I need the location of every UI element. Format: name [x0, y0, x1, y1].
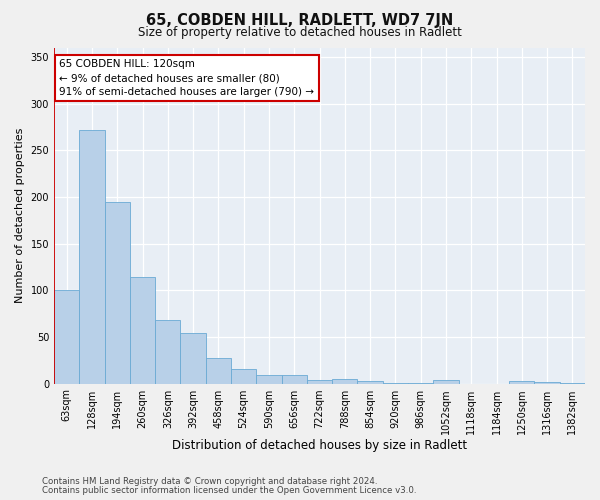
Bar: [560, 382, 585, 384]
Text: Contains HM Land Registry data © Crown copyright and database right 2024.: Contains HM Land Registry data © Crown c…: [42, 477, 377, 486]
Bar: [307, 380, 332, 384]
Text: Contains public sector information licensed under the Open Government Licence v3: Contains public sector information licen…: [42, 486, 416, 495]
Bar: [256, 375, 281, 384]
Bar: [54, 290, 79, 384]
Bar: [206, 358, 231, 384]
Bar: [358, 381, 383, 384]
Bar: [535, 382, 560, 384]
Bar: [130, 277, 155, 384]
Bar: [408, 382, 433, 384]
Bar: [509, 381, 535, 384]
Text: Size of property relative to detached houses in Radlett: Size of property relative to detached ho…: [138, 26, 462, 39]
Bar: [383, 382, 408, 384]
X-axis label: Distribution of detached houses by size in Radlett: Distribution of detached houses by size …: [172, 440, 467, 452]
Bar: [155, 320, 181, 384]
Bar: [281, 375, 307, 384]
Bar: [231, 368, 256, 384]
Bar: [433, 380, 458, 384]
Bar: [104, 202, 130, 384]
Text: 65 COBDEN HILL: 120sqm
← 9% of detached houses are smaller (80)
91% of semi-deta: 65 COBDEN HILL: 120sqm ← 9% of detached …: [59, 60, 314, 98]
Bar: [79, 130, 104, 384]
Bar: [332, 379, 358, 384]
Bar: [181, 333, 206, 384]
Y-axis label: Number of detached properties: Number of detached properties: [15, 128, 25, 303]
Text: 65, COBDEN HILL, RADLETT, WD7 7JN: 65, COBDEN HILL, RADLETT, WD7 7JN: [146, 12, 454, 28]
